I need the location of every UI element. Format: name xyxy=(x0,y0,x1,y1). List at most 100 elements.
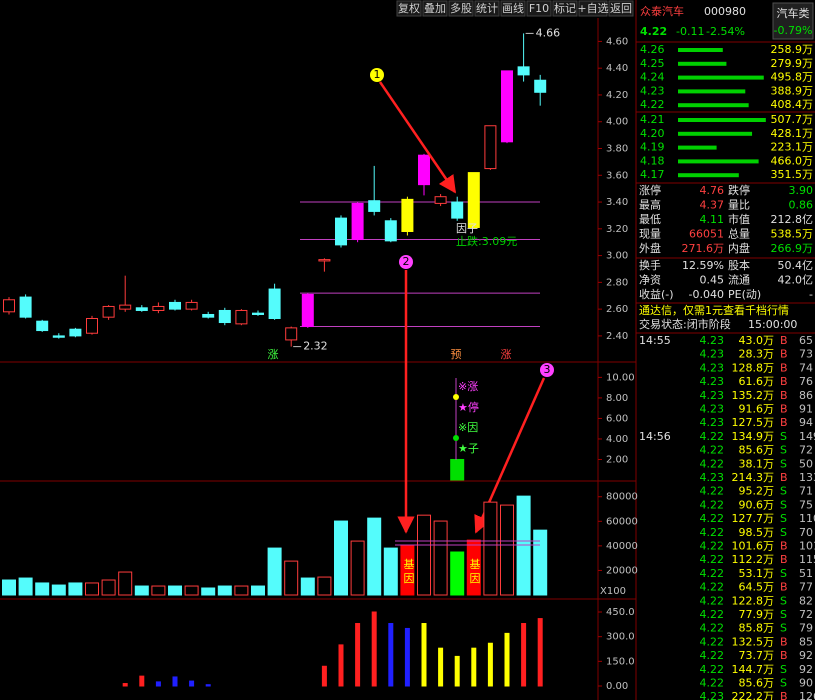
toolbar-button[interactable] xyxy=(396,0,422,17)
book-price: 4.18 xyxy=(640,154,665,167)
bar xyxy=(450,458,465,481)
trade-volume: 101.6万 xyxy=(732,540,775,553)
status-time: 15:00:00 xyxy=(748,318,797,331)
bar xyxy=(217,585,232,596)
signal-label: 涨 xyxy=(501,348,512,361)
toolbar-label: 标记 xyxy=(554,1,576,15)
trade-volume: 222.2万 xyxy=(732,690,775,700)
book-price: 4.24 xyxy=(640,71,665,84)
bar xyxy=(151,585,166,596)
trade-price: 4.22 xyxy=(700,622,725,635)
toolbar-button[interactable] xyxy=(448,0,474,17)
toolbar-button[interactable] xyxy=(578,0,608,17)
trade-price: 4.23 xyxy=(700,348,725,361)
book-bar xyxy=(678,131,753,136)
stat-value: 66051 xyxy=(689,228,724,241)
bar xyxy=(284,560,299,596)
trade-volume: 73.7万 xyxy=(739,649,775,662)
trade-count: 65 xyxy=(799,334,813,347)
bar xyxy=(251,585,265,596)
trade-price: 4.22 xyxy=(700,608,725,621)
stat-value: 538.5万 xyxy=(771,228,814,241)
y-tick-label: 3.60 xyxy=(606,170,628,181)
trade-count: 72 xyxy=(799,444,813,457)
bar xyxy=(139,675,145,687)
book-volume: 388.9万 xyxy=(771,84,814,97)
trade-side: S xyxy=(780,512,787,525)
bar xyxy=(168,585,182,596)
trade-count: 77 xyxy=(799,581,813,594)
y-tick-label: 2.00 xyxy=(606,454,628,465)
y-tick-label: 3.00 xyxy=(606,251,628,262)
candle-body xyxy=(268,288,281,320)
toolbar-button[interactable] xyxy=(500,0,526,17)
trade-volume: 132.5万 xyxy=(732,635,775,648)
trade-price: 4.22 xyxy=(700,581,725,594)
y-tick-label: 4.00 xyxy=(606,434,628,445)
marker-circle xyxy=(370,68,384,82)
candle-body xyxy=(52,335,65,338)
volume-chart: 20000 40000 60000 80000 xyxy=(2,492,638,596)
book-price: 4.26 xyxy=(640,43,665,56)
trade-volume: 28.3万 xyxy=(739,348,775,361)
candle-body xyxy=(534,79,547,93)
book-price: 4.21 xyxy=(640,113,665,126)
candle-body xyxy=(501,70,513,143)
trade-price: 4.22 xyxy=(700,444,725,457)
trade-volume: 135.2万 xyxy=(732,389,775,402)
sector-box[interactable] xyxy=(772,2,814,40)
book-bar xyxy=(678,75,764,80)
stat-label: 最低 xyxy=(639,213,661,226)
stat-value: 266.9万 xyxy=(771,242,814,255)
trade-price: 4.23 xyxy=(700,416,725,429)
book-volume: 495.8万 xyxy=(771,71,814,84)
annotation: 因子 xyxy=(456,222,478,235)
trade-count: 76 xyxy=(799,375,813,388)
stat-label: 换手 xyxy=(639,258,661,272)
y-tick-label: 2.80 xyxy=(606,277,628,288)
bar xyxy=(454,655,460,687)
low-label: 2.32 xyxy=(303,340,328,353)
price-chart: 2.40 2.60 2.80 3.00 3.20 3.40 3.60 3.80 4.00 4.20… xyxy=(3,26,628,353)
stat-value: 4.37 xyxy=(700,199,725,212)
trade-volume: 64.5万 xyxy=(739,581,775,594)
toolbar-button[interactable] xyxy=(422,0,448,17)
trade-price: 4.22 xyxy=(700,540,725,553)
y-tick-label: 300.0 xyxy=(606,632,635,643)
bar-label: 因 xyxy=(470,572,481,585)
trade-side: S xyxy=(780,677,787,690)
book-price: 4.22 xyxy=(640,98,665,111)
book-bar xyxy=(678,48,723,52)
oscillator-chart: 0.00 150.0 300.0 450.0 xyxy=(122,607,635,692)
trade-volume: 214.3万 xyxy=(732,471,775,484)
bar xyxy=(537,618,543,687)
candle-body xyxy=(169,301,181,310)
toolbar-button[interactable] xyxy=(526,0,552,17)
toolbar-button[interactable] xyxy=(608,0,634,17)
toolbar-button[interactable] xyxy=(474,0,500,17)
trade-side: S xyxy=(780,498,787,511)
notice[interactable]: 通达信，仅需1元查看千档行情 xyxy=(639,303,789,317)
bar xyxy=(68,582,83,596)
stat-value: 0.86 xyxy=(789,199,814,212)
candle-body xyxy=(152,305,165,311)
trade-volume: 38.1万 xyxy=(739,457,775,470)
stat-label: 收益(-) xyxy=(639,287,674,301)
book-volume: 466.0万 xyxy=(771,154,814,167)
candle-body xyxy=(335,217,347,246)
bar xyxy=(85,582,99,596)
trade-price: 4.22 xyxy=(700,663,725,676)
bar xyxy=(421,623,427,687)
trade-volume: 128.8万 xyxy=(732,361,775,374)
book-bar xyxy=(678,61,727,66)
bar xyxy=(300,577,315,596)
candle-body xyxy=(351,202,364,241)
bar xyxy=(433,520,448,596)
candle-body xyxy=(119,304,132,310)
toolbar-button[interactable] xyxy=(552,0,578,17)
stat-label: 跌停 xyxy=(728,183,750,197)
y-tick-label: 3.80 xyxy=(606,144,628,155)
candle-body xyxy=(135,307,148,311)
trade-side: S xyxy=(780,567,787,580)
stat-label: 内盘 xyxy=(728,241,750,255)
